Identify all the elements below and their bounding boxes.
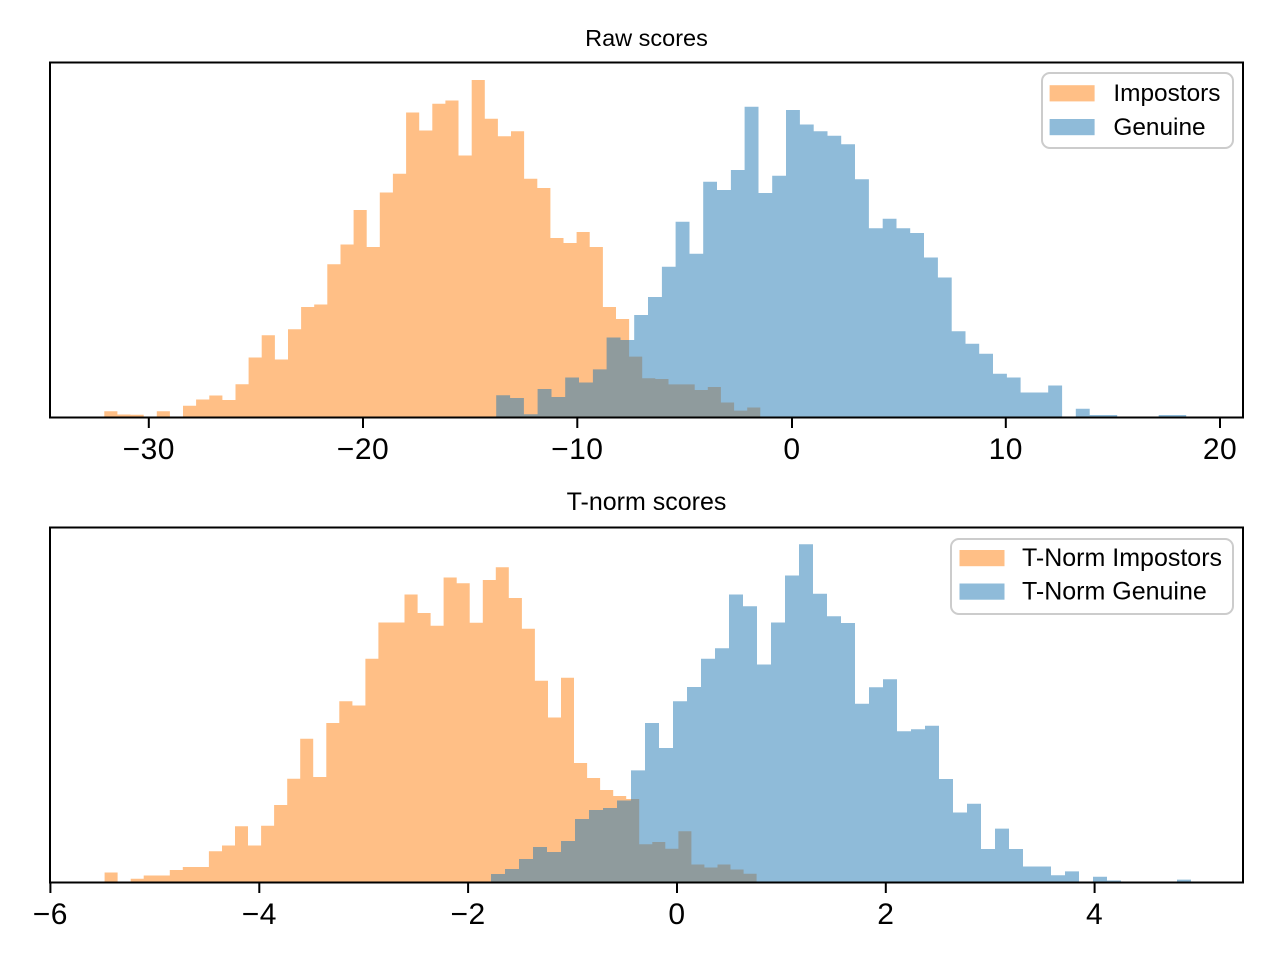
svg-text:0: 0 (668, 898, 685, 931)
svg-text:−20: −20 (337, 433, 389, 466)
svg-text:T-Norm Genuine: T-Norm Genuine (1022, 578, 1207, 606)
svg-text:T-Norm Impostors: T-Norm Impostors (1022, 544, 1222, 572)
svg-text:20: 20 (1203, 433, 1237, 466)
svg-text:−30: −30 (123, 433, 175, 466)
svg-text:2: 2 (877, 898, 894, 931)
svg-text:T-norm scores: T-norm scores (567, 488, 727, 516)
svg-text:−10: −10 (551, 433, 603, 466)
svg-text:4: 4 (1086, 898, 1103, 931)
svg-text:10: 10 (989, 433, 1023, 466)
svg-text:Genuine: Genuine (1113, 114, 1205, 141)
svg-text:Impostors: Impostors (1113, 80, 1220, 107)
svg-text:−4: −4 (242, 898, 277, 931)
svg-text:Raw scores: Raw scores (585, 25, 708, 51)
svg-text:0: 0 (783, 433, 800, 466)
svg-text:−2: −2 (450, 898, 485, 931)
svg-text:−6: −6 (33, 898, 68, 931)
